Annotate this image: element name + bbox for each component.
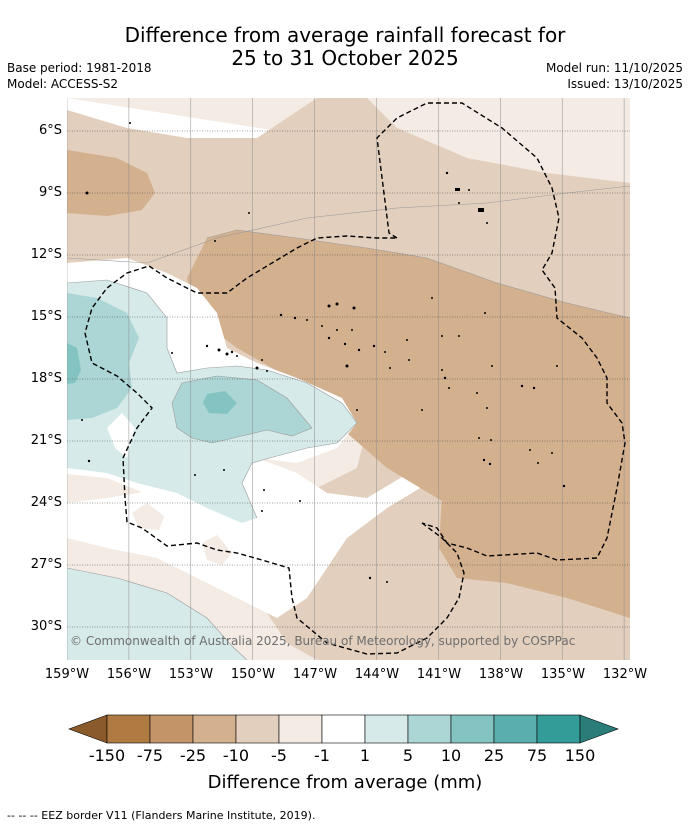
colorbar-cell-11 (536, 714, 581, 744)
colorbar-cell-8 (407, 714, 452, 744)
eez-footnote: -- -- -- EEZ border V11 (Flanders Marine… (7, 809, 316, 822)
lon-tick-141w: 141°W (416, 667, 462, 682)
issued-label: Issued: 13/10/2025 (567, 77, 683, 91)
map-svg (67, 98, 630, 660)
colorbar-label-2: -25 (179, 746, 207, 765)
colorbar-label-11: 150 (564, 746, 596, 765)
meta-right: Model run: 11/10/2025 Issued: 13/10/2025 (546, 60, 683, 92)
lat-tick-12s: 12°S (30, 247, 62, 262)
colorbar-cell-6 (321, 714, 366, 744)
contour-minus1-patch1 (132, 503, 164, 530)
lon-tick-150w: 150°W (230, 667, 276, 682)
copyright-notice: © Commonwealth of Australia 2025, Bureau… (70, 634, 576, 648)
colorbar-label-1: -75 (136, 746, 164, 765)
colorbar-cell-4 (235, 714, 280, 744)
colorbar-cell-1 (106, 714, 151, 744)
base-period-label: Base period: 1981-2018 (7, 61, 152, 75)
title-line-1: Difference from average rainfall forecas… (124, 23, 566, 47)
lon-tick-153w: 153°W (168, 667, 214, 682)
eez-french-polynesia (376, 102, 626, 561)
meta-left: Base period: 1981-2018 Model: ACCESS-S2 (7, 60, 152, 92)
colorbar-label-9: 25 (483, 746, 505, 765)
lat-tick-30s: 30°S (30, 619, 62, 634)
colorbar-cell-5 (278, 714, 323, 744)
colorbar-title: Difference from average (mm) (207, 772, 483, 793)
colorbar-label-8: 10 (440, 746, 462, 765)
map-title: Difference from average rainfall forecas… (0, 24, 690, 70)
colorbar-label-0: -150 (88, 746, 126, 765)
colorbar-label-4: -5 (271, 746, 287, 765)
lon-tick-144w: 144°W (354, 667, 400, 682)
lat-tick-6s: 6°S (38, 123, 62, 138)
title-line-2: 25 to 31 October 2025 (231, 46, 459, 70)
lon-tick-135w: 135°W (540, 667, 586, 682)
model-run-label: Model run: 11/10/2025 (545, 61, 683, 75)
islands (81, 122, 566, 583)
colorbar-label-3: -10 (222, 746, 250, 765)
colorbar-svg (68, 714, 619, 744)
lat-tick-18s: 18°S (30, 371, 62, 386)
lat-tick-21s: 21°S (30, 433, 62, 448)
colorbar-label-7: 5 (402, 746, 414, 765)
contour-plus5-central (172, 376, 312, 443)
colorbar-cell-9 (450, 714, 495, 744)
colorbar-label-10: 75 (526, 746, 548, 765)
lon-tick-138w: 138°W (478, 667, 524, 682)
contour-plus10-central (203, 391, 237, 414)
lat-tick-9s: 9°S (38, 185, 62, 200)
colorbar-label-5: -1 (314, 746, 330, 765)
colorbar-cell-3 (192, 714, 237, 744)
lon-tick-147w: 147°W (292, 667, 338, 682)
contour-minus1-patch2 (202, 535, 232, 565)
colorbar-extend-high (579, 714, 619, 744)
colorbar (60, 708, 630, 754)
lat-tick-27s: 27°S (30, 557, 62, 572)
contour-plus10-west (67, 343, 81, 384)
lon-tick-132w: 132°W (602, 667, 648, 682)
lat-tick-15s: 15°S (30, 309, 62, 324)
model-label: Model: ACCESS-S2 (7, 77, 119, 91)
lat-tick-24s: 24°S (30, 495, 62, 510)
contour-plus5-west (67, 293, 139, 420)
colorbar-cell-7 (364, 714, 409, 744)
eez-cook-islands (84, 235, 465, 655)
colorbar-extend-low (68, 714, 108, 744)
rainfall-map (67, 98, 630, 660)
colorbar-cell-2 (149, 714, 194, 744)
lon-tick-156w: 156°W (106, 667, 152, 682)
contour-minus10-se (439, 490, 630, 618)
colorbar-label-6: 1 (359, 746, 371, 765)
eez-borders (84, 102, 626, 655)
colorbar-cell-10 (493, 714, 538, 744)
contour-plus1-south (67, 568, 247, 660)
lon-tick-159w: 159°W (44, 667, 90, 682)
contour-minus10-nw (67, 150, 155, 216)
